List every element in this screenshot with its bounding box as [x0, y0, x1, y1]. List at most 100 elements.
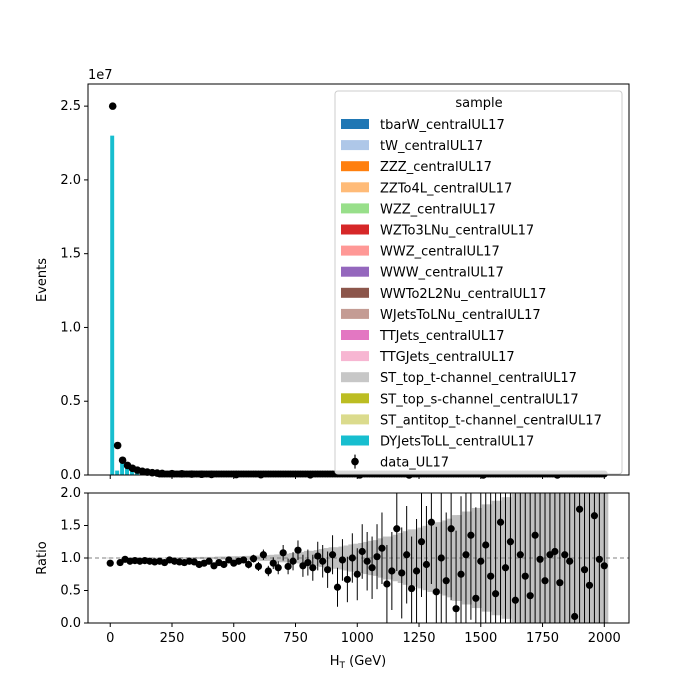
ratio-point	[284, 562, 292, 571]
data-point	[118, 456, 127, 465]
band-segment	[209, 556, 218, 560]
ratio-point	[259, 551, 267, 559]
ratio-point	[378, 544, 386, 552]
legend-entry-label: WWTo2L2Nu_centralUL17	[380, 287, 546, 302]
ratio-point	[383, 580, 391, 588]
legend-swatch	[341, 266, 369, 277]
ratio-point	[388, 567, 396, 575]
band-segment	[116, 557, 125, 559]
legend-swatch	[341, 182, 369, 193]
ratio-point	[482, 541, 490, 549]
ratio-point	[338, 556, 347, 564]
legend-swatch	[341, 119, 369, 129]
ratio-point	[244, 560, 253, 569]
ratio-point	[432, 588, 440, 596]
ratio-point	[526, 592, 534, 600]
ratio-point	[492, 590, 500, 598]
band-segment	[214, 556, 223, 560]
ratio-point	[343, 575, 351, 584]
x-axis-label: HT (GeV)	[330, 654, 387, 671]
ratio-point	[590, 512, 599, 520]
ratio-x-tick-label: 1500	[464, 631, 497, 646]
ratio-y-ticks: 0.0 0.5 1.0 1.5 2.0	[60, 486, 88, 631]
x-axis-label-main: H	[330, 654, 340, 669]
ratio-point	[600, 562, 608, 570]
ratio-x-tick-label: 2000	[588, 631, 621, 646]
ratio-point	[551, 547, 559, 556]
ratio-point	[427, 518, 435, 526]
band-segment	[244, 555, 253, 561]
ratio-point	[501, 564, 510, 572]
ratio-point	[506, 538, 515, 546]
legend-entry-label: WZZ_centralUL17	[380, 202, 496, 217]
ratio-x-tick-label: 750	[283, 631, 308, 646]
band-segment	[160, 557, 169, 559]
legend-entry-label: WZTo3LNu_centralUL17	[380, 224, 534, 239]
legend-swatch	[341, 372, 369, 383]
ratio-point	[333, 583, 342, 591]
ratio-point	[368, 564, 376, 572]
ratio-point	[487, 572, 495, 580]
ratio-point	[358, 547, 366, 556]
ratio-point	[304, 558, 312, 567]
ratio-x-tick-label: 1000	[341, 631, 374, 646]
ratio-y-tick-label: 1.5	[60, 519, 81, 534]
ratio-point	[417, 538, 426, 546]
band-segment	[195, 556, 204, 560]
ratio-point	[457, 570, 465, 578]
main-histogram-plot: 0.0 0.5 1.0 1.5 2.0 2.5 1e7 Events sample tba…	[35, 68, 630, 483]
ratio-y-tick-label: 1.0	[60, 551, 81, 566]
ratio-point	[447, 525, 455, 533]
stack-bar	[125, 465, 129, 475]
ratio-point	[205, 557, 213, 565]
legend-swatch	[341, 203, 369, 214]
legend-swatch	[341, 414, 369, 425]
legend-frame	[334, 90, 623, 475]
legend-entry-label: DYJetsToLL_centralUL17	[380, 435, 534, 450]
y-tick-label: 0.5	[60, 394, 81, 409]
ratio-point	[408, 584, 416, 593]
ratio-point	[575, 505, 584, 513]
ratio-point	[264, 567, 272, 575]
ratio-y-tick-label: 0.5	[60, 584, 81, 599]
ratio-point	[595, 555, 603, 563]
legend-entry-label: tW_centralUL17	[380, 139, 483, 154]
main-x-ticks	[109, 475, 605, 479]
ratio-point	[566, 557, 574, 565]
data-point	[108, 102, 117, 110]
x-axis-label-unit: (GeV)	[345, 654, 386, 669]
y-tick-label: 1.5	[60, 247, 81, 262]
legend: sample tbarW_centralUL17 tW_centralUL17 ZZ…	[334, 90, 623, 475]
ratio-point	[254, 562, 263, 571]
y-tick-label: 2.5	[60, 99, 81, 114]
ratio-point	[249, 555, 258, 563]
ratio-x-tick-label: 250	[160, 631, 185, 646]
legend-entry-label: TTGJets_centralUL17	[379, 350, 515, 365]
ratio-point	[353, 570, 361, 578]
ratio-point	[279, 549, 287, 557]
y-tick-label: 0.0	[60, 468, 81, 483]
ratio-point	[363, 557, 371, 565]
ratio-point	[412, 567, 421, 575]
ratio-plot: 0.0 0.5 1.0 1.5 2.0 0 250 500 750 1000 1250 1500 17…	[35, 486, 630, 671]
ratio-point	[452, 605, 460, 613]
ratio-point	[442, 577, 450, 585]
data-point	[113, 441, 122, 450]
ratio-point	[314, 552, 322, 560]
main-axes-frame	[87, 83, 630, 476]
ratio-point	[531, 531, 539, 539]
ratio-x-tick-label: 1250	[402, 631, 435, 646]
legend-entries: tbarW_centralUL17 tW_centralUL17 ZZZ_centr…	[341, 118, 602, 471]
legend-swatch	[341, 393, 369, 404]
ratio-point	[561, 551, 569, 559]
x-axis-label-subscript: T	[339, 661, 346, 671]
ratio-point	[220, 560, 228, 569]
legend-swatch	[341, 435, 369, 446]
band-segment	[284, 553, 293, 563]
legend-data-marker	[351, 457, 359, 466]
legend-entry-label: WWW_centralUL17	[380, 266, 504, 281]
legend-swatch	[341, 161, 369, 172]
legend-entry-label: ST_top_s-channel_centralUL17	[380, 392, 579, 407]
ratio-point	[585, 581, 594, 589]
band-segment	[200, 556, 209, 560]
